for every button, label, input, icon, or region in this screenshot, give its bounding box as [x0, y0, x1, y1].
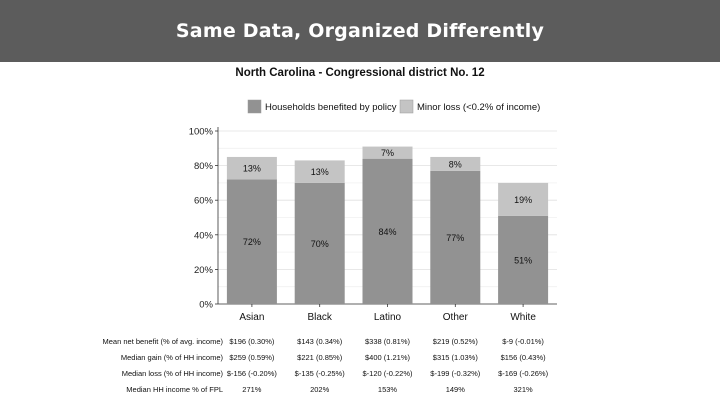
bar-segment	[294, 182, 345, 304]
x-tick-label: Latino	[374, 312, 402, 323]
legend-label: Minor loss (<0.2% of income)	[417, 102, 540, 113]
table-cell: $221 (0.85%)	[297, 353, 343, 362]
y-tick-label: 0%	[199, 300, 213, 311]
data-label: 77%	[446, 233, 464, 243]
table-row: Median loss (% of HH income) $-156 (-0.20…	[0, 369, 720, 383]
row-label: Median gain (% of HH income)	[120, 353, 223, 362]
table-cell: $259 (0.59%)	[229, 353, 275, 362]
bar-segment	[430, 170, 481, 304]
chart-title: North Carolina - Congressional district …	[235, 67, 485, 79]
table-cell: $338 (0.81%)	[364, 337, 411, 346]
table-cell: $315 (1.03%)	[432, 353, 478, 362]
data-label: 19%	[514, 195, 532, 205]
y-tick-label: 60%	[194, 196, 214, 207]
table-cell: 202%	[310, 385, 330, 394]
table-cell: $156 (0.43%)	[500, 353, 546, 362]
table-row: Median HH income % of FPL 271% 202% 153% 149…	[0, 385, 720, 399]
x-tick-label: Other	[443, 312, 469, 323]
table-cell: 153%	[377, 385, 398, 394]
x-tick-label: Black	[307, 312, 332, 323]
data-label: 84%	[378, 227, 396, 237]
y-tick-label: 40%	[194, 230, 214, 241]
table-cell: $-9 (-0.01%)	[502, 337, 544, 346]
table-row: Mean net benefit (% of avg. income) $196 …	[0, 337, 720, 351]
bar-segment	[498, 182, 549, 216]
table-cell: 271%	[242, 385, 262, 394]
table-cell: $219 (0.52%)	[432, 337, 478, 346]
table-cell: $-120 (-0.22%)	[362, 369, 413, 378]
y-tick-label: 20%	[194, 265, 214, 276]
bar-segment	[226, 156, 277, 180]
table-cell: 321%	[513, 385, 533, 394]
table-cell: $143 (0.34%)	[297, 337, 343, 346]
data-label: 13%	[311, 167, 329, 177]
bar-segment	[226, 179, 277, 304]
table-cell: $-199 (-0.32%)	[430, 369, 481, 378]
title-banner: Same Data, Organized Differently	[0, 0, 720, 62]
data-label: 70%	[311, 239, 329, 249]
bar-segment	[362, 158, 413, 304]
legend-swatch	[399, 99, 414, 114]
bar-segment	[362, 146, 413, 159]
data-label: 13%	[243, 164, 261, 174]
row-label: Median loss (% of HH income)	[121, 369, 223, 378]
data-label: 51%	[514, 255, 532, 265]
table-cell: $-156 (-0.20%)	[226, 369, 277, 378]
x-tick-label: White	[510, 312, 536, 323]
y-tick-label: 80%	[194, 161, 214, 172]
table-cell: $400 (1.21%)	[364, 353, 411, 362]
table-cell: $196 (0.30%)	[229, 337, 275, 346]
table-cell: $-135 (-0.25%)	[294, 369, 345, 378]
table-cell: 149%	[445, 385, 465, 394]
row-label: Median HH income % of FPL	[126, 385, 223, 394]
data-label: 72%	[243, 237, 261, 247]
legend-label: Households benefited by policy	[265, 102, 397, 113]
data-label: 7%	[381, 148, 394, 158]
slide-title: Same Data, Organized Differently	[175, 20, 545, 42]
x-tick-label: Asian	[239, 312, 264, 323]
y-tick-label: 100%	[189, 127, 214, 138]
data-label: 8%	[449, 159, 462, 169]
legend-swatch	[247, 99, 262, 114]
bar-segment	[430, 156, 481, 171]
table-cell: $-169 (-0.26%)	[498, 369, 549, 378]
row-label: Mean net benefit (% of avg. income)	[102, 337, 223, 346]
bar-segment	[498, 215, 549, 304]
table-row: Median gain (% of HH income) $259 (0.59%)…	[0, 353, 720, 367]
bar-segment	[294, 160, 345, 183]
